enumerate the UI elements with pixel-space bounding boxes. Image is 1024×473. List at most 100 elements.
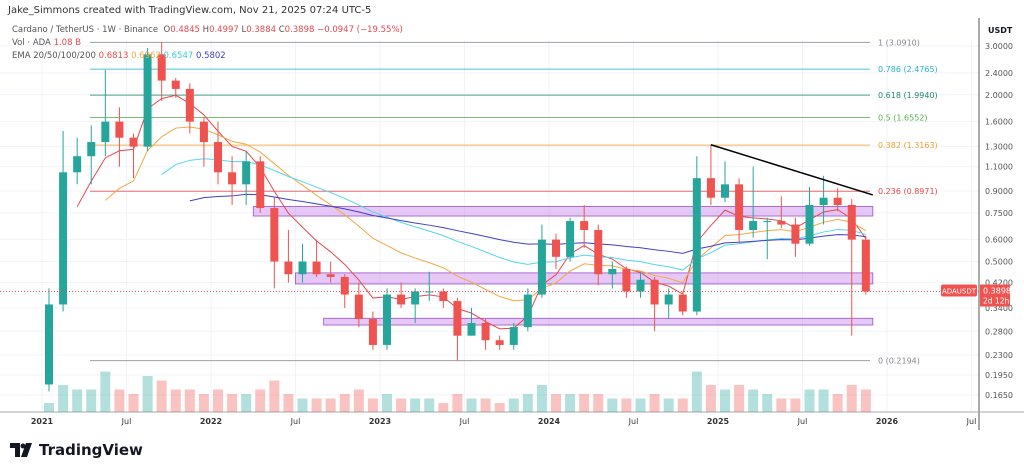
close-value: 0.3898 [284,25,315,35]
candle-body [270,208,279,262]
y-tick-label: 0.1950 [985,371,1013,380]
candle-body [735,184,744,230]
ema200-value: 0.5802 [195,51,226,61]
candle-body [594,229,603,275]
symbol-tag-label: ADAUSDT [942,288,977,296]
resistance-trendline [710,144,874,196]
open-label: O [163,25,171,35]
fib-level-label: 0 (0.2194) [878,357,920,366]
candle-body [636,279,645,292]
volume-bar [269,380,280,412]
candle-body [481,323,490,341]
volume-bar [860,389,871,412]
volume-bar [466,398,477,412]
fib-level-label: 0.236 (0.8971) [878,187,938,196]
y-tick-label: 2.0000 [985,91,1013,100]
volume-bar [607,398,618,412]
y-tick-label: 0.3400 [985,304,1013,313]
candle-body [45,304,53,385]
x-tick-label: Jul [797,417,808,426]
volume-bar [762,394,773,412]
candle-body [537,239,546,295]
candle-body [805,205,814,244]
candle-body [467,323,476,336]
volume-bar [748,389,759,412]
volume-label: Vol · ADA [12,38,51,48]
y-tick-label: 0.4200 [985,279,1013,288]
candle-body [650,279,659,305]
volume-bar [818,389,829,412]
volume-bar [452,394,463,412]
fib-level-label: 0.618 (1.9940) [878,91,938,100]
candle-body [101,121,110,143]
candle-body [791,224,800,244]
volume-value: 1.08 B [53,38,82,48]
volume-bar [551,394,561,412]
ema20-value: 0.6813 [98,51,129,61]
x-tick-label: Jul [966,417,977,426]
y-tick-label: 0.7500 [985,209,1013,218]
ema-row[interactable]: EMA 20/50/100/200 0.6813 0.6962 0.6547 0… [12,50,403,63]
volume-bar [396,398,407,412]
volume-bar [691,371,702,412]
volume-row[interactable]: Vol · ADA 1.08 B [12,37,403,50]
volume-bar [565,394,576,412]
ema100-value: 0.6547 [163,51,194,61]
volume-bar [494,403,505,412]
volume-bar [677,398,688,412]
y-tick-label: 0.5000 [985,258,1013,267]
volume-bar [832,394,843,412]
candle-body [199,121,208,143]
volume-bar [635,398,646,412]
volume-bar [44,403,54,412]
candle-body [622,268,631,292]
volume-bar [128,394,139,412]
candle-body [383,294,391,345]
candle-body [59,172,68,305]
x-tick-label: Jul [290,417,301,426]
fib-level-label: 0.382 (1.3163) [878,141,938,150]
volume-bar [114,389,125,412]
candle-body [552,239,560,257]
volume-bar [156,380,167,412]
support-zone [252,206,874,217]
volume-bar [297,398,308,412]
x-tick-label: 2024 [538,417,561,426]
volume-bar [593,394,604,412]
volume-bar [353,389,364,412]
volume-bar [227,394,238,412]
volume-bar [283,394,294,412]
volume-bar [311,398,322,412]
candle-body [115,121,124,138]
candle-body [608,268,617,275]
chart-credit: Jake_Simmons created with TradingView.co… [8,5,372,16]
low-value: 0.3884 [246,25,277,35]
candle-body [495,340,504,345]
candle-body [368,319,377,345]
volume-bar [184,389,195,412]
y-tick-label: 0.2800 [985,327,1013,336]
volume-bar [198,394,209,412]
volume-bar [734,385,745,412]
x-tick-label: Jul [628,417,639,426]
volume-bar [705,385,716,412]
x-tick-label: Jul [121,417,132,426]
tradingview-logo-icon [10,443,32,457]
y-tick-label: 0.1650 [985,391,1013,400]
volume-bar [804,389,815,412]
tradingview-logo[interactable]: TradingView [10,441,143,459]
volume-bar [367,398,378,412]
axis-unit: USDT [988,26,1013,35]
support-zone [323,317,874,326]
volume-bar [142,376,153,412]
y-tick-label: 1.3000 [985,143,1013,152]
candle-body [566,221,575,257]
high-value: 0.4997 [209,25,239,35]
symbol-name[interactable]: Cardano / TetherUS · 1W · Binance [12,25,159,35]
high-label: H [202,25,210,35]
volume-bar [382,394,392,412]
candle-body [763,221,772,223]
volume-bar [100,371,111,412]
candle-body [692,178,701,312]
